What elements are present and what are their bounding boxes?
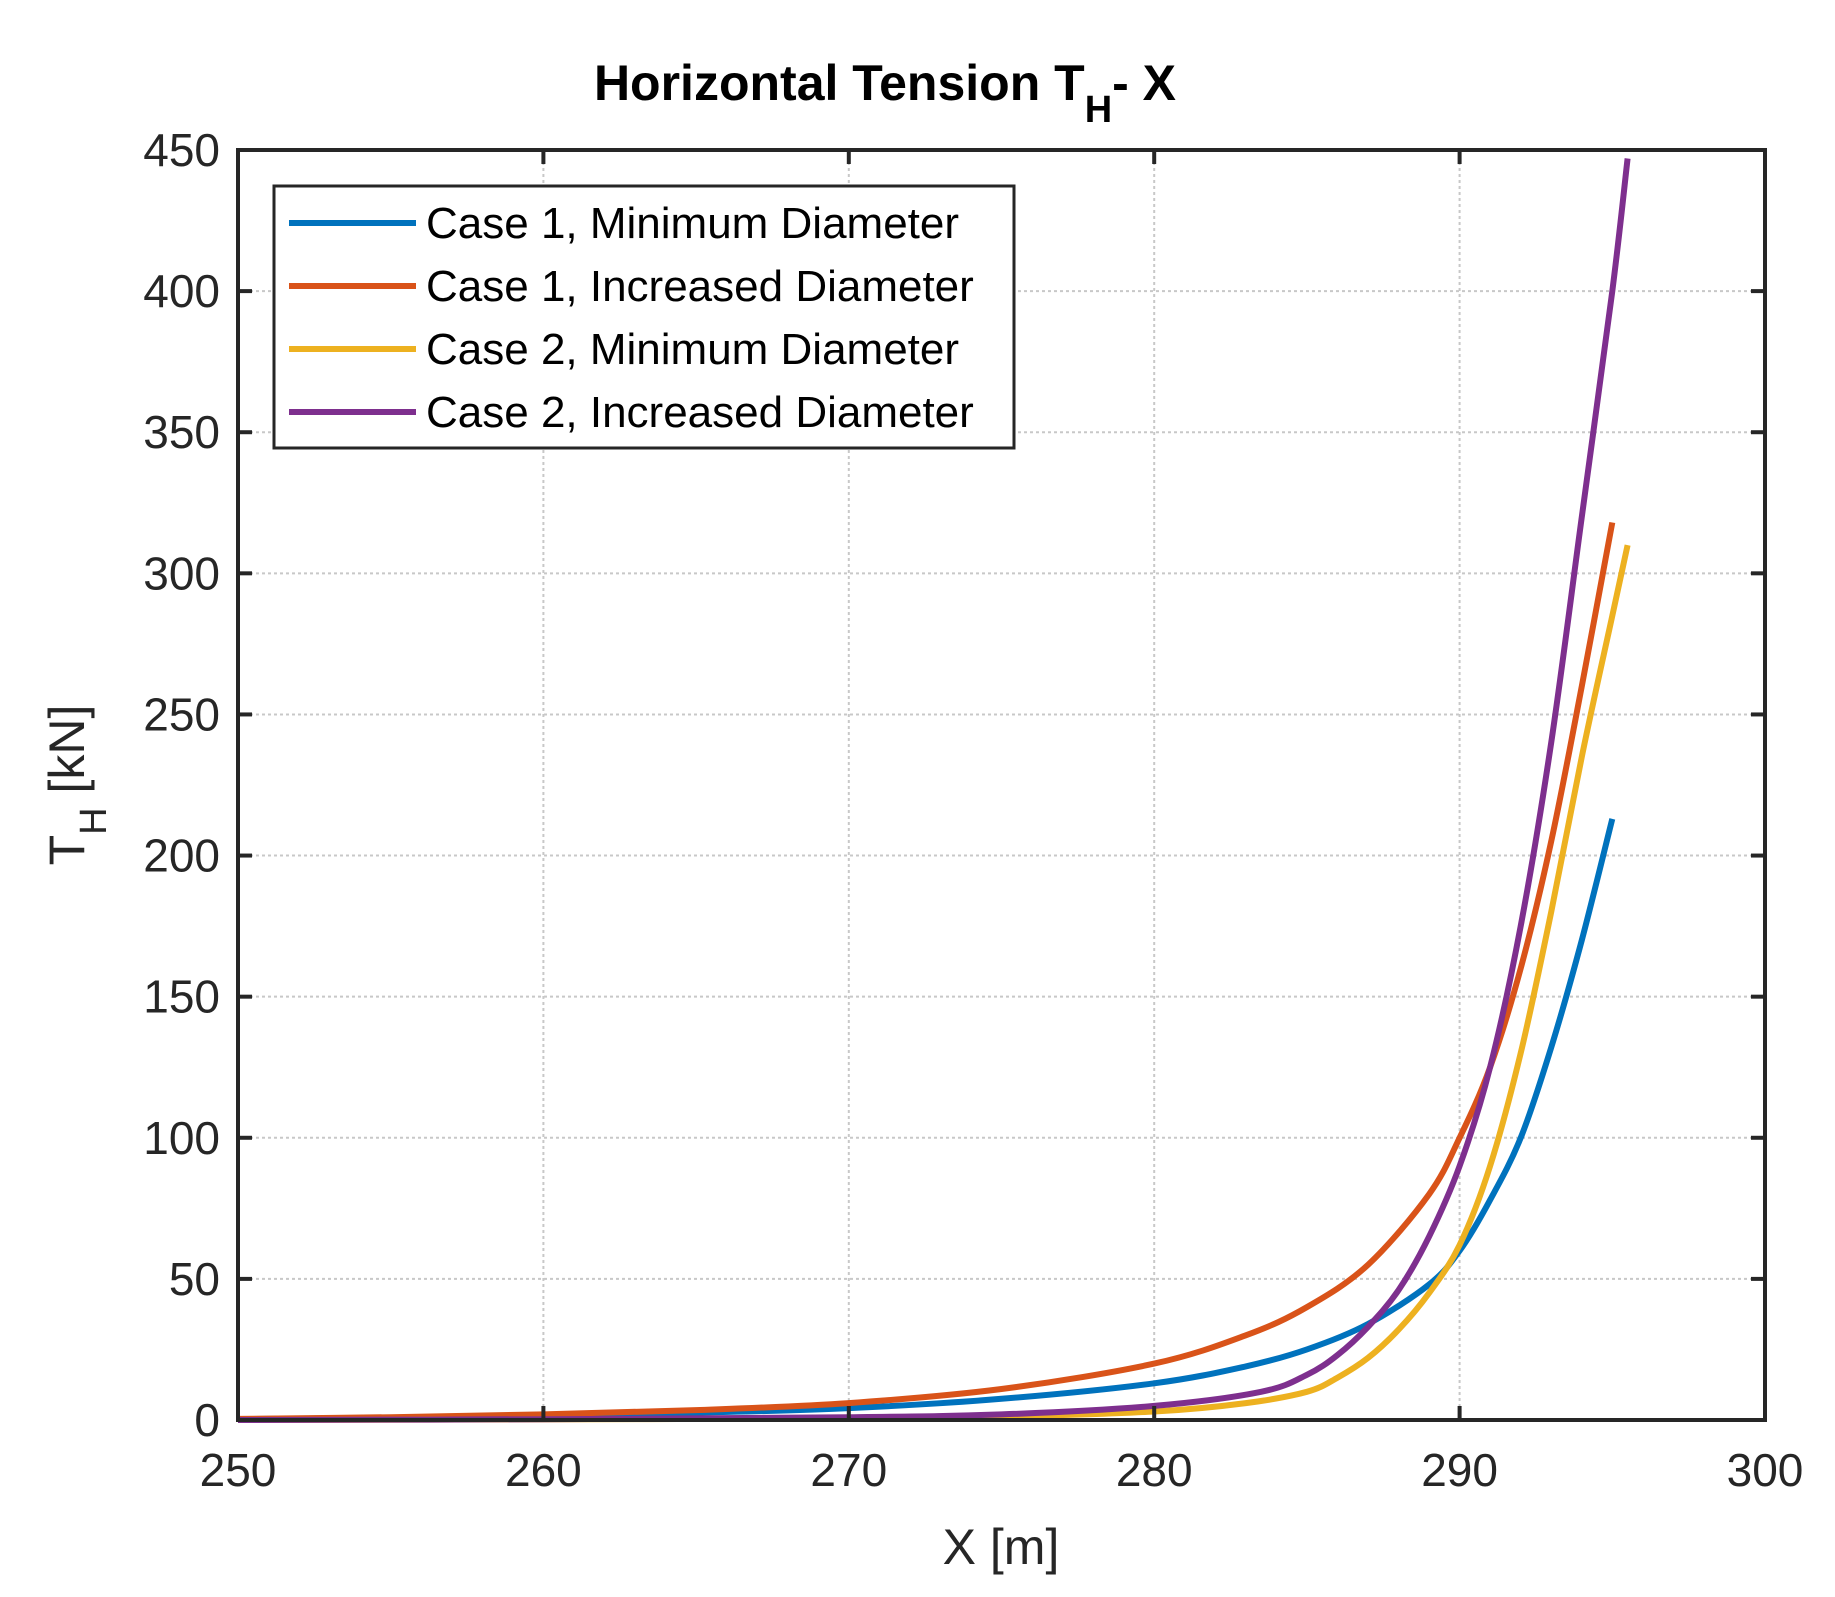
legend-box xyxy=(272,184,1016,450)
y-tick-label: 450 xyxy=(143,124,220,176)
legend-label-case1-inc: Case 1, Increased Diameter xyxy=(426,262,974,311)
x-tick-label: 270 xyxy=(810,1444,887,1496)
y-tick-label: 400 xyxy=(143,265,220,317)
x-tick-label: 250 xyxy=(200,1444,277,1496)
ticks xyxy=(236,148,1767,1422)
y-tick-labels: 0 50 100 150 200 250 300 350 400 450 xyxy=(143,124,220,1446)
x-axis-label: X [m] xyxy=(943,1519,1060,1575)
y-tick-label: 50 xyxy=(169,1253,220,1305)
x-tick-label: 260 xyxy=(505,1444,582,1496)
axes-box xyxy=(236,148,1767,1422)
legend: Case 1, Minimum Diameter Case 1, Increas… xyxy=(272,184,1016,450)
y-tick-label: 100 xyxy=(143,1112,220,1164)
y-tick-label: 250 xyxy=(143,688,220,740)
series-line-case1-inc xyxy=(237,521,1616,1422)
y-tick-label: 0 xyxy=(194,1394,220,1446)
y-tick-label: 150 xyxy=(143,971,220,1023)
x-tick-label: 290 xyxy=(1421,1444,1498,1496)
legend-label-case2-min: Case 2, Minimum Diameter xyxy=(426,325,959,374)
y-axis-label: TH [kN] xyxy=(39,705,115,866)
chart-title: Horizontal Tension TH- X xyxy=(594,55,1176,131)
y-tick-label: 350 xyxy=(143,406,220,458)
grid xyxy=(238,150,1765,1420)
legend-label-case1-min: Case 1, Minimum Diameter xyxy=(426,199,959,248)
legend-label-case2-inc: Case 2, Increased Diameter xyxy=(426,388,974,437)
y-tick-label: 300 xyxy=(143,547,220,599)
x-tick-label: 280 xyxy=(1116,1444,1193,1496)
x-tick-labels: 250 260 270 280 290 300 xyxy=(200,1444,1804,1496)
x-tick-label: 300 xyxy=(1727,1444,1804,1496)
y-tick-label: 200 xyxy=(143,830,220,882)
